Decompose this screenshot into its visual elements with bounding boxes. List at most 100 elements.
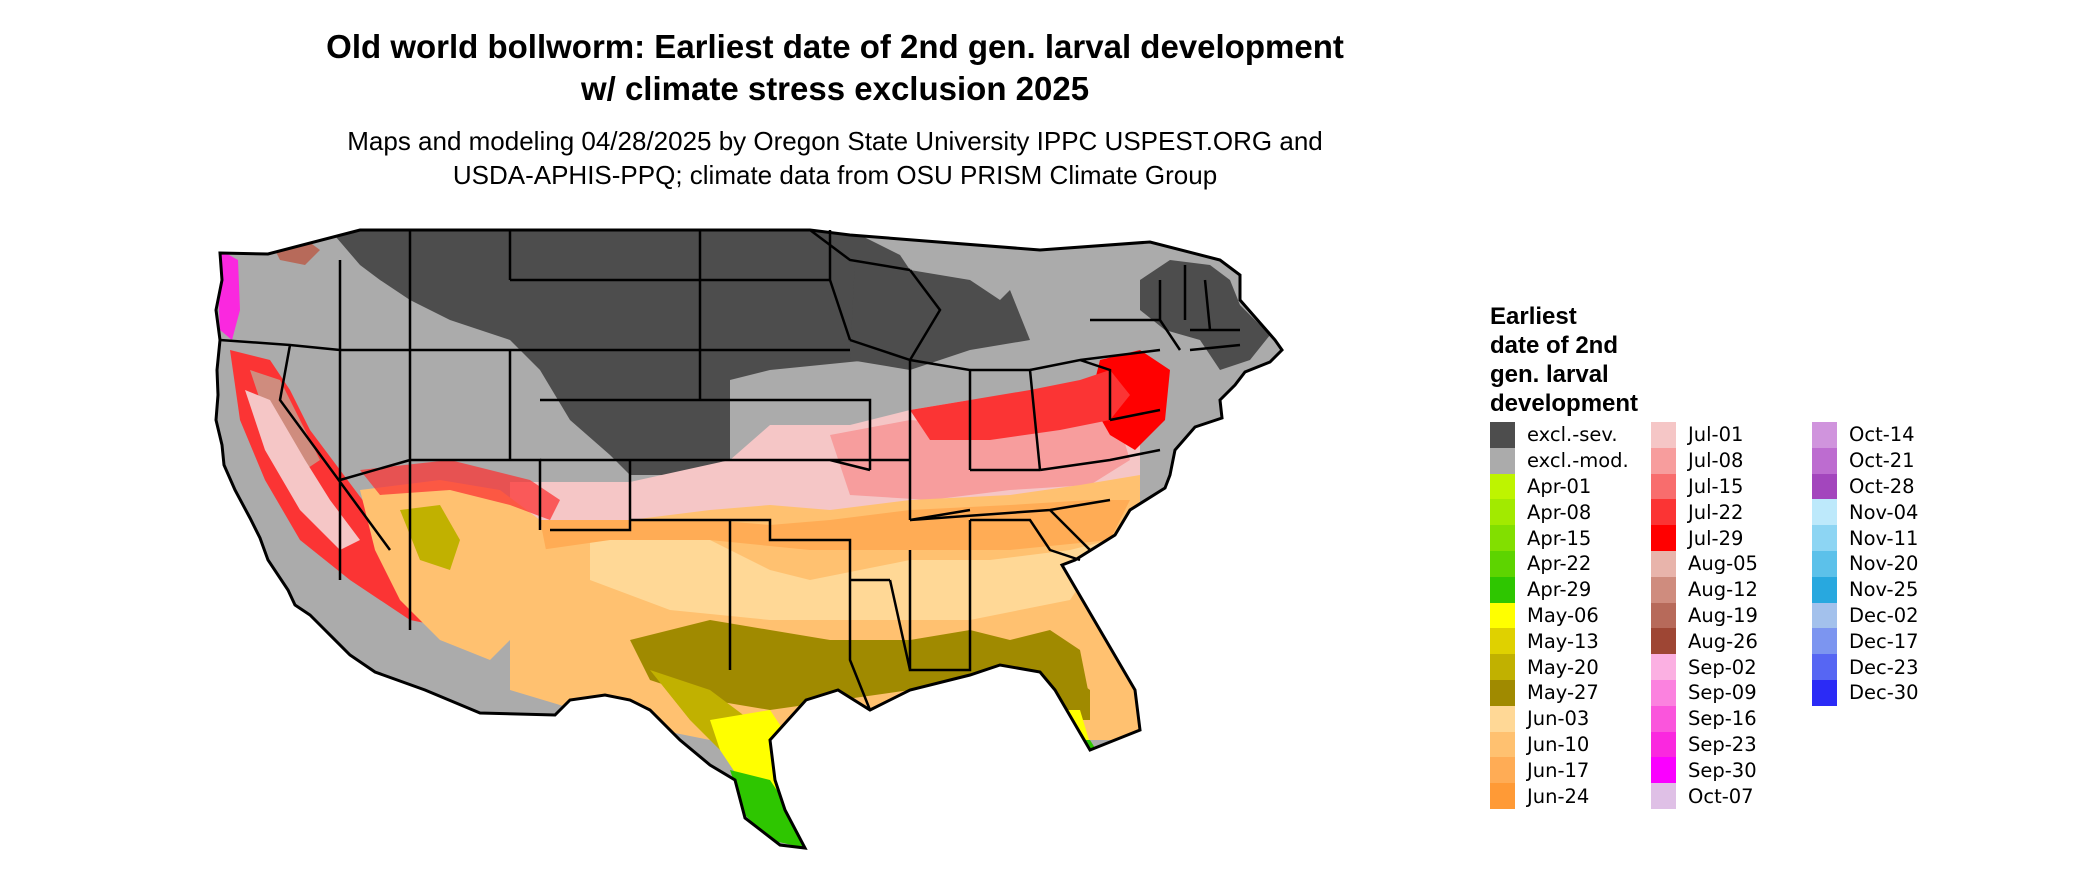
legend-item: Sep-30 xyxy=(1651,757,1758,784)
legend-label: Oct-28 xyxy=(1849,474,1915,498)
legend-label: Aug-12 xyxy=(1688,578,1758,602)
legend-swatch xyxy=(1490,602,1515,629)
legend-label: May-06 xyxy=(1527,603,1599,627)
legend-item: Nov-25 xyxy=(1812,576,1919,603)
region-may-texas-yellow xyxy=(710,710,790,800)
legend-swatch xyxy=(1490,757,1515,784)
legend-label: Sep-30 xyxy=(1688,758,1757,782)
legend-item: Dec-02 xyxy=(1812,602,1919,629)
us-outline xyxy=(214,228,1284,850)
legend-column-1: excl.-sev. excl.-mod. Apr-01 Apr-08 Apr-15 Ap… xyxy=(1490,422,1629,809)
legend-label: Dec-02 xyxy=(1849,603,1919,627)
legend-label: Apr-08 xyxy=(1527,500,1592,524)
legend-column-2: Jul-01 Jul-08 Jul-15 Jul-22 Jul-29 Aug-05 Aug-… xyxy=(1651,422,1758,809)
legend-swatch xyxy=(1651,447,1676,474)
legend-swatch xyxy=(1812,525,1837,551)
map-fill-layer xyxy=(216,230,1282,848)
legend-swatch xyxy=(1651,422,1676,448)
legend-swatch xyxy=(1651,550,1676,577)
legend-swatch xyxy=(1490,422,1515,448)
legend-item: Apr-22 xyxy=(1490,550,1629,577)
legend-label: Sep-09 xyxy=(1688,681,1757,705)
legend-label: Aug-19 xyxy=(1688,603,1758,627)
legend-swatch xyxy=(1812,679,1837,706)
legend-swatch xyxy=(1812,473,1837,500)
region-jun-california-valley xyxy=(245,390,360,550)
legend-item: Sep-02 xyxy=(1651,654,1758,680)
region-excl-severe-wisconsin xyxy=(850,260,1030,370)
legend-swatch xyxy=(1490,705,1515,732)
state-boundaries xyxy=(214,228,1284,850)
legend-item: Jun-03 xyxy=(1490,705,1629,732)
legend-label: May-13 xyxy=(1527,629,1599,653)
legend-swatch xyxy=(1651,576,1676,603)
legend-item: Nov-11 xyxy=(1812,525,1919,551)
legend-item: Dec-23 xyxy=(1812,654,1919,680)
region-aug-california-inner xyxy=(250,370,320,470)
legend-swatch xyxy=(1490,679,1515,706)
legend-item: Dec-17 xyxy=(1812,628,1919,655)
legend-swatch xyxy=(1812,576,1837,603)
legend-column-3: Oct-14 Oct-21 Oct-28 Nov-04 Nov-11 Nov-20 Nov-… xyxy=(1812,422,1919,706)
legend-item: Jul-01 xyxy=(1651,422,1758,448)
legend-swatch xyxy=(1490,499,1515,526)
legend-label: Dec-23 xyxy=(1849,655,1919,679)
legend-item: May-13 xyxy=(1490,628,1629,655)
legend-item: Jun-17 xyxy=(1490,757,1629,784)
legend-label: Apr-01 xyxy=(1527,474,1592,498)
legend-label: Jul-29 xyxy=(1688,526,1744,550)
legend-swatch xyxy=(1490,576,1515,603)
legend-label: Sep-23 xyxy=(1688,732,1757,756)
legend-label: Jul-01 xyxy=(1688,423,1744,447)
legend-item: Apr-01 xyxy=(1490,473,1629,500)
legend-label: Aug-26 xyxy=(1688,629,1758,653)
region-may-arizona xyxy=(400,505,460,570)
legend-title-line: date of 2nd xyxy=(1490,332,1619,359)
legend-swatch xyxy=(1812,422,1837,448)
legend-swatch xyxy=(1651,628,1676,655)
legend-item: Jul-22 xyxy=(1651,499,1758,526)
legend-item: Apr-15 xyxy=(1490,525,1629,551)
legend-item: Aug-19 xyxy=(1651,602,1758,629)
legend-item: Nov-20 xyxy=(1812,550,1919,577)
legend-label: Oct-14 xyxy=(1849,423,1915,447)
legend-item: Sep-23 xyxy=(1651,731,1758,758)
legend-swatch xyxy=(1490,447,1515,474)
legend-label: Jun-17 xyxy=(1527,758,1590,782)
legend-swatch xyxy=(1490,731,1515,758)
legend-label: excl.-mod. xyxy=(1527,449,1629,473)
legend-item: excl.-mod. xyxy=(1490,447,1629,474)
border-west-lines xyxy=(219,230,740,630)
legend-swatch xyxy=(1812,499,1837,526)
legend-item: May-20 xyxy=(1490,654,1629,680)
legend-title: Earliest date of 2nd gen. larval develop… xyxy=(1490,302,1690,418)
legend-label: May-27 xyxy=(1527,681,1599,705)
legend-swatch xyxy=(1651,757,1676,784)
legend-swatch xyxy=(1490,550,1515,577)
legend-item: excl.-sev. xyxy=(1490,422,1629,448)
map-title: Old world bollworm: Earliest date of 2nd… xyxy=(0,26,1670,110)
legend-swatch xyxy=(1812,602,1837,629)
legend-item: Sep-09 xyxy=(1651,679,1758,706)
legend-swatch xyxy=(1651,525,1676,551)
legend-label: Aug-05 xyxy=(1688,552,1758,576)
map-subtitle: Maps and modeling 04/28/2025 by Oregon S… xyxy=(0,124,1670,192)
region-excl-severe-north xyxy=(330,230,910,475)
legend-swatch xyxy=(1651,731,1676,758)
legend-label: Dec-17 xyxy=(1849,629,1919,653)
legend-item: Nov-04 xyxy=(1812,499,1919,526)
legend-label: Oct-07 xyxy=(1688,784,1754,808)
legend-item: Aug-05 xyxy=(1651,550,1758,577)
legend-label: May-20 xyxy=(1527,655,1599,679)
border-central-lines xyxy=(540,230,1111,711)
legend-swatch xyxy=(1651,473,1676,500)
region-may-gulf xyxy=(630,620,1090,720)
legend-label: Jun-24 xyxy=(1527,784,1590,808)
legend-swatch xyxy=(1490,525,1515,551)
legend-swatch xyxy=(1651,654,1676,680)
legend-item: Oct-07 xyxy=(1651,783,1758,809)
legend-swatch xyxy=(1490,473,1515,500)
region-jun-south-dark xyxy=(510,500,1130,550)
legend-item: Aug-12 xyxy=(1651,576,1758,603)
legend-swatch xyxy=(1651,499,1676,526)
